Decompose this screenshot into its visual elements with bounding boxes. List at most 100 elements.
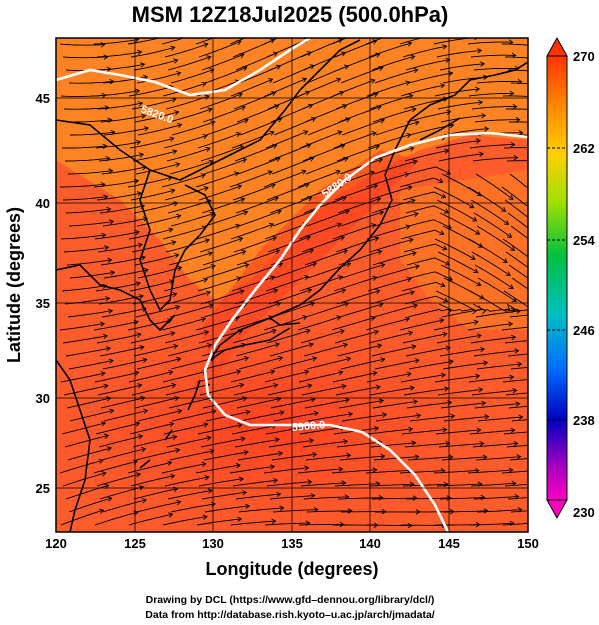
streamline-arrowhead xyxy=(107,496,113,502)
streamline-arrowhead xyxy=(172,434,178,441)
streamline xyxy=(506,160,528,162)
streamline xyxy=(299,131,342,149)
streamline-arrowhead xyxy=(238,236,244,242)
streamline xyxy=(197,424,242,435)
streamline-arrowhead xyxy=(335,77,342,83)
streamline-arrowhead xyxy=(406,371,412,377)
streamline xyxy=(94,511,139,526)
streamline xyxy=(204,211,248,227)
streamline-arrowhead xyxy=(508,284,514,289)
streamline xyxy=(404,295,448,305)
streamline xyxy=(239,411,284,422)
colorbar-tick-label: 262 xyxy=(573,141,595,156)
streamline xyxy=(405,59,450,71)
streamline xyxy=(404,442,450,448)
streamline xyxy=(502,43,528,46)
streamline xyxy=(94,371,139,383)
streamline xyxy=(268,439,314,448)
streamline-arrowhead xyxy=(103,54,109,60)
streamline-arrowhead xyxy=(442,44,448,50)
streamline-arrowhead xyxy=(408,330,414,336)
streamline-arrowhead xyxy=(143,126,150,132)
streamline xyxy=(197,277,241,292)
streamline-arrowhead xyxy=(309,156,315,162)
streamline xyxy=(266,183,310,201)
streamline xyxy=(165,384,210,396)
streamline-arrowhead xyxy=(505,271,511,276)
temperature-cool-east xyxy=(400,170,528,330)
streamline xyxy=(477,416,523,422)
streamline-arrowhead xyxy=(272,143,278,149)
streamline-arrowhead xyxy=(375,288,381,295)
streamline-arrowhead xyxy=(103,433,110,439)
streamline-arrowhead xyxy=(107,308,114,314)
streamline xyxy=(399,38,423,45)
streamline xyxy=(170,357,215,370)
streamline-arrowhead xyxy=(209,68,215,74)
streamline xyxy=(467,323,513,331)
streamline xyxy=(128,86,173,97)
streamline-arrowhead xyxy=(171,382,177,389)
streamline-arrowhead xyxy=(414,120,420,126)
streamline xyxy=(335,92,379,110)
streamline-arrowhead xyxy=(408,93,414,99)
streamline xyxy=(506,444,528,448)
streamline-arrowhead xyxy=(535,261,539,265)
streamline-arrowhead xyxy=(407,41,413,47)
streamline xyxy=(438,442,484,448)
streamline xyxy=(474,264,514,289)
streamline-arrowhead xyxy=(167,318,173,324)
streamline xyxy=(195,464,241,474)
streamline-arrowhead xyxy=(375,52,381,58)
streamline xyxy=(337,497,383,500)
streamline-arrowhead xyxy=(175,162,181,168)
streamline-arrowhead xyxy=(236,40,242,46)
colorbar-scale xyxy=(546,55,568,501)
streamline-arrowhead xyxy=(337,275,344,281)
streamline-arrowhead xyxy=(136,332,142,338)
streamline xyxy=(263,467,309,474)
streamline xyxy=(375,414,421,422)
streamline-arrowhead xyxy=(410,54,416,60)
streamline xyxy=(366,225,411,240)
streamline xyxy=(231,425,277,435)
streamline-arrowhead xyxy=(512,103,518,110)
streamline-arrowhead xyxy=(406,276,412,283)
streamline-arrowhead xyxy=(340,143,346,149)
streamline-arrowhead xyxy=(413,211,419,218)
streamline xyxy=(129,137,174,149)
streamline xyxy=(169,450,214,461)
streamline-arrowhead xyxy=(518,130,524,136)
streamline xyxy=(365,38,384,45)
streamline xyxy=(338,400,384,409)
streamline-arrowhead xyxy=(517,361,523,367)
streamline-arrowhead xyxy=(339,521,345,528)
streamline-arrowhead xyxy=(240,436,246,442)
y-axis-title: Latitude (degrees) xyxy=(4,207,24,363)
streamline xyxy=(305,302,349,318)
streamline xyxy=(402,45,447,58)
streamline-arrowhead xyxy=(273,382,279,389)
streamline-arrowhead xyxy=(307,195,313,202)
streamline xyxy=(433,321,479,331)
streamline xyxy=(93,38,139,45)
streamline-arrowhead xyxy=(135,421,141,427)
streamline-arrowhead xyxy=(509,90,515,97)
streamline-arrowhead xyxy=(235,131,242,137)
streamline xyxy=(408,219,452,229)
streamline-arrowhead xyxy=(172,149,178,155)
streamline-arrowhead xyxy=(347,411,354,417)
streamline-arrowhead xyxy=(504,220,510,225)
streamline-arrowhead xyxy=(271,91,277,97)
streamline-arrowhead xyxy=(241,249,247,255)
streamline xyxy=(102,499,147,513)
streamline-arrowhead xyxy=(337,38,344,44)
streamline-arrowhead xyxy=(412,303,419,309)
colorbar-tick-label: 246 xyxy=(573,323,595,338)
streamline-arrowhead xyxy=(445,345,451,351)
streamline xyxy=(95,422,140,435)
streamline-arrowhead xyxy=(470,255,476,260)
streamline-arrowhead xyxy=(170,45,176,51)
streamline-arrowhead xyxy=(177,122,183,129)
streamline xyxy=(371,345,416,357)
